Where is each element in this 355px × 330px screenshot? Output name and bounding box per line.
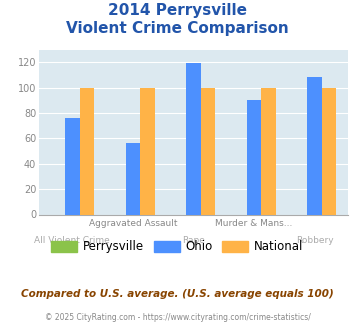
Text: Compared to U.S. average. (U.S. average equals 100): Compared to U.S. average. (U.S. average … bbox=[21, 289, 334, 299]
Bar bbox=[322, 87, 337, 214]
Text: Violent Crime Comparison: Violent Crime Comparison bbox=[66, 21, 289, 36]
Bar bbox=[307, 78, 322, 214]
Text: Rape: Rape bbox=[182, 236, 205, 245]
Bar bbox=[201, 87, 215, 214]
Bar bbox=[247, 100, 261, 214]
Bar bbox=[65, 118, 80, 214]
Bar bbox=[126, 144, 140, 214]
Bar bbox=[80, 87, 94, 214]
Bar bbox=[186, 63, 201, 214]
Text: 2014 Perrysville: 2014 Perrysville bbox=[108, 3, 247, 18]
Text: Murder & Mans...: Murder & Mans... bbox=[215, 219, 293, 228]
Legend: Perrysville, Ohio, National: Perrysville, Ohio, National bbox=[47, 236, 308, 258]
Bar bbox=[261, 87, 276, 214]
Bar bbox=[140, 87, 155, 214]
Text: Aggravated Assault: Aggravated Assault bbox=[89, 219, 177, 228]
Text: Robbery: Robbery bbox=[296, 236, 333, 245]
Text: All Violent Crime: All Violent Crime bbox=[34, 236, 110, 245]
Text: © 2025 CityRating.com - https://www.cityrating.com/crime-statistics/: © 2025 CityRating.com - https://www.city… bbox=[45, 313, 310, 322]
